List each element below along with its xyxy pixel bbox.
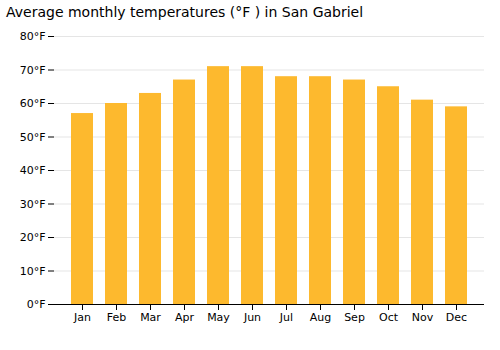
svg-text:10°F: 10°F bbox=[20, 265, 46, 278]
svg-text:Jul: Jul bbox=[279, 311, 293, 324]
svg-text:Nov: Nov bbox=[412, 311, 434, 324]
svg-text:20°F: 20°F bbox=[20, 231, 46, 244]
svg-text:Oct: Oct bbox=[379, 311, 399, 324]
svg-text:80°F: 80°F bbox=[20, 30, 46, 43]
svg-text:40°F: 40°F bbox=[20, 164, 46, 177]
svg-text:Mar: Mar bbox=[140, 311, 161, 324]
svg-text:Dec: Dec bbox=[446, 311, 467, 324]
html-text:Average monthly temperatures (: Average monthly temperatures (°F ) in Sa… bbox=[6, 4, 364, 20]
svg-text:Feb: Feb bbox=[107, 311, 126, 324]
svg-text:60°F: 60°F bbox=[20, 97, 46, 110]
svg-text:Apr: Apr bbox=[175, 311, 195, 324]
svg-text:0°F: 0°F bbox=[27, 298, 46, 311]
svg-text:Sep: Sep bbox=[344, 311, 365, 324]
svg-text:70°F: 70°F bbox=[20, 64, 46, 77]
svg-text:Aug: Aug bbox=[310, 311, 331, 324]
svg-text:May: May bbox=[207, 311, 230, 324]
svg-text:30°F: 30°F bbox=[20, 198, 46, 211]
svg-text:Jan: Jan bbox=[73, 311, 91, 324]
svg-text:50°F: 50°F bbox=[20, 131, 46, 144]
svg-text:Jun: Jun bbox=[243, 311, 261, 324]
